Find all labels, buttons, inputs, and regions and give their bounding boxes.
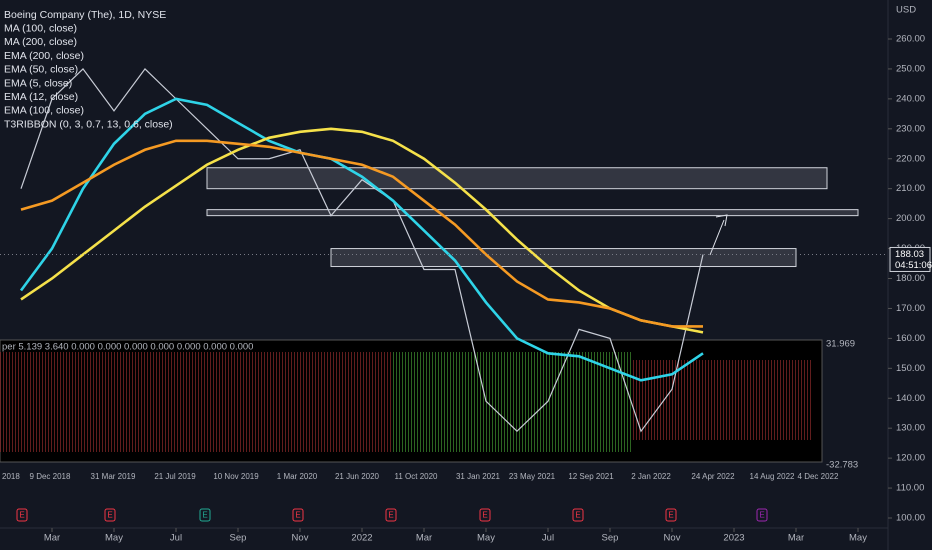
price-zone bbox=[206, 209, 859, 217]
oscillator-panel: per 5.139 3.640 0.000 0.000 0.000 0.000 … bbox=[0, 339, 858, 481]
series-line bbox=[20, 68, 704, 433]
x-tick-label: Mar bbox=[416, 533, 432, 544]
oscillator-bottom-label: -32.783 bbox=[826, 460, 858, 471]
legend-entry: EMA (5, close) bbox=[4, 77, 72, 89]
event-label: E bbox=[759, 511, 764, 520]
countdown-label: 04:51:06 bbox=[895, 260, 932, 271]
oscillator-band bbox=[392, 352, 632, 452]
event-label: E bbox=[575, 511, 580, 520]
legend-entry: T3RIBBON (0, 3, 0.7, 13, 0.6, close) bbox=[4, 118, 173, 130]
oscillator-date: 21 Jul 2019 bbox=[154, 472, 196, 481]
oscillator-band bbox=[0, 352, 392, 452]
event-label: E bbox=[482, 511, 487, 520]
event-marker bbox=[665, 508, 677, 522]
oscillator-date: 31 Jan 2021 bbox=[456, 472, 501, 481]
oscillator-band bbox=[632, 360, 812, 440]
oscillator-date: 2018 bbox=[2, 472, 20, 481]
y-tick-label: 240.00 bbox=[896, 93, 925, 104]
event-marker bbox=[756, 508, 768, 522]
event-label: E bbox=[19, 511, 24, 520]
legend-entry: MA (200, close) bbox=[4, 36, 77, 48]
event-label: E bbox=[107, 511, 112, 520]
y-tick-label: 120.00 bbox=[896, 453, 925, 464]
x-tick-label: Mar bbox=[788, 533, 804, 544]
x-tick-label: Sep bbox=[230, 533, 247, 544]
legend-entry: EMA (100, close) bbox=[4, 105, 84, 117]
oscillator-date: 23 May 2021 bbox=[509, 472, 556, 481]
y-tick-label: 170.00 bbox=[896, 303, 925, 314]
y-tick-label: 140.00 bbox=[896, 393, 925, 404]
y-tick-label: 200.00 bbox=[896, 213, 925, 224]
y-tick-label: 160.00 bbox=[896, 333, 925, 344]
y-tick-label: 230.00 bbox=[896, 123, 925, 134]
y-tick-label: 260.00 bbox=[896, 34, 925, 45]
series-line bbox=[20, 139, 703, 328]
x-tick-label: Nov bbox=[664, 533, 681, 544]
oscillator-date: 31 Mar 2019 bbox=[91, 472, 136, 481]
series-line bbox=[20, 127, 704, 334]
x-tick-label: May bbox=[105, 533, 123, 544]
event-label: E bbox=[295, 511, 300, 520]
legend-entry: EMA (50, close) bbox=[4, 64, 78, 76]
y-tick-label: 100.00 bbox=[896, 513, 925, 524]
event-marker bbox=[479, 508, 491, 522]
y-tick-label: 250.00 bbox=[896, 63, 925, 74]
y-tick-label: 150.00 bbox=[896, 363, 925, 374]
event-marker bbox=[385, 508, 397, 522]
event-marker bbox=[104, 508, 116, 522]
chart-title: Boeing Company (The), 1D, NYSE bbox=[4, 9, 166, 21]
oscillator-date: 1 Mar 2020 bbox=[277, 472, 318, 481]
oscillator-date: 11 Oct 2020 bbox=[395, 472, 439, 481]
x-tick-label: 2022 bbox=[351, 533, 372, 544]
event-marker bbox=[292, 508, 304, 522]
x-tick-label: Jul bbox=[170, 533, 182, 544]
last-price-box bbox=[889, 246, 931, 272]
y-tick-label: 220.00 bbox=[896, 153, 925, 164]
event-marker bbox=[572, 508, 584, 522]
y-tick-label: 210.00 bbox=[896, 183, 925, 194]
y-tick-label: 180.00 bbox=[896, 273, 925, 284]
event-label: E bbox=[202, 511, 207, 520]
legend-entry: EMA (200, close) bbox=[4, 50, 84, 62]
x-tick-label: Nov bbox=[292, 533, 309, 544]
x-tick-label: May bbox=[477, 533, 495, 544]
oscillator-date: 12 Sep 2021 bbox=[568, 472, 614, 481]
legend-entry: MA (100, close) bbox=[4, 22, 77, 34]
oscillator-date: 4 Dec 2022 bbox=[798, 472, 839, 481]
oscillator-date: 21 Jun 2020 bbox=[335, 472, 380, 481]
series-line bbox=[19, 97, 704, 382]
price-zone bbox=[330, 248, 797, 268]
x-tick-label: 2023 bbox=[723, 533, 744, 544]
oscillator-date: 24 Apr 2022 bbox=[691, 472, 735, 481]
oscillator-date: 14 Aug 2022 bbox=[750, 472, 795, 481]
oscillator-header: per 5.139 3.640 0.000 0.000 0.000 0.000 … bbox=[2, 342, 253, 353]
oscillator-date: 2 Jan 2022 bbox=[631, 472, 671, 481]
axis-unit: USD bbox=[896, 5, 916, 16]
oscillator-date: 10 Nov 2019 bbox=[213, 472, 259, 481]
event-marker bbox=[199, 508, 211, 522]
x-tick-label: Mar bbox=[44, 533, 60, 544]
arrow bbox=[709, 214, 728, 256]
last-price-label: 188.03 bbox=[895, 249, 924, 260]
x-tick-label: Sep bbox=[602, 533, 619, 544]
y-tick-label: 130.00 bbox=[896, 423, 925, 434]
event-marker bbox=[16, 508, 28, 522]
legend-entry: EMA (12, close) bbox=[4, 91, 78, 103]
y-tick-label: 110.00 bbox=[896, 483, 924, 494]
event-label: E bbox=[668, 511, 673, 520]
event-label: E bbox=[388, 511, 393, 520]
oscillator-top-label: 31.969 bbox=[826, 339, 855, 350]
oscillator-date: 9 Dec 2018 bbox=[30, 472, 71, 481]
x-tick-label: Jul bbox=[542, 533, 554, 544]
x-tick-label: May bbox=[849, 533, 867, 544]
price-zone bbox=[206, 167, 828, 190]
